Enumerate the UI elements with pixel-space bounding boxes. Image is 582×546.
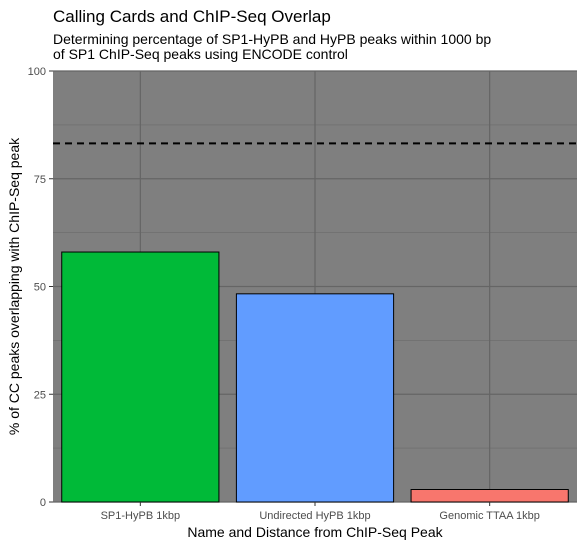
subtitle-line-1: Determining percentage of SP1-HyPB and H… bbox=[53, 31, 492, 47]
bar-genomic-ttaa-1kbp bbox=[410, 489, 569, 503]
x-tick-label: Undirected HyPB 1kbp bbox=[259, 510, 370, 522]
bar-undirected-hypb-1kbp bbox=[235, 293, 395, 503]
bars bbox=[61, 251, 569, 503]
y-axis-title: % of CC peaks overlapping with ChIP-Seq … bbox=[6, 137, 22, 435]
y-tick-label: 25 bbox=[34, 389, 46, 401]
chart-subtitle: Determining percentage of SP1-HyPB and H… bbox=[53, 32, 491, 62]
y-tick-label: 75 bbox=[34, 174, 46, 186]
subtitle-line-2: of SP1 ChIP-Seq peaks using ENCODE contr… bbox=[53, 46, 348, 62]
y-axis-ticks: 0 25 50 75 100 bbox=[28, 66, 53, 509]
y-tick-label: 100 bbox=[28, 66, 46, 78]
x-axis-title: Name and Distance from ChIP-Seq Peak bbox=[187, 524, 443, 540]
y-tick-label: 50 bbox=[34, 282, 46, 294]
x-tick-label: Genomic TTAA 1kbp bbox=[439, 510, 539, 522]
y-tick-label: 0 bbox=[40, 497, 46, 509]
bar-sp1-hypb-1kbp bbox=[61, 251, 220, 503]
chart-title: Calling Cards and ChIP-Seq Overlap bbox=[53, 7, 331, 26]
x-tick-label: SP1-HyPB 1kbp bbox=[101, 510, 180, 522]
x-axis-ticks: SP1-HyPB 1kbp Undirected HyPB 1kbp Genomic… bbox=[101, 502, 540, 522]
